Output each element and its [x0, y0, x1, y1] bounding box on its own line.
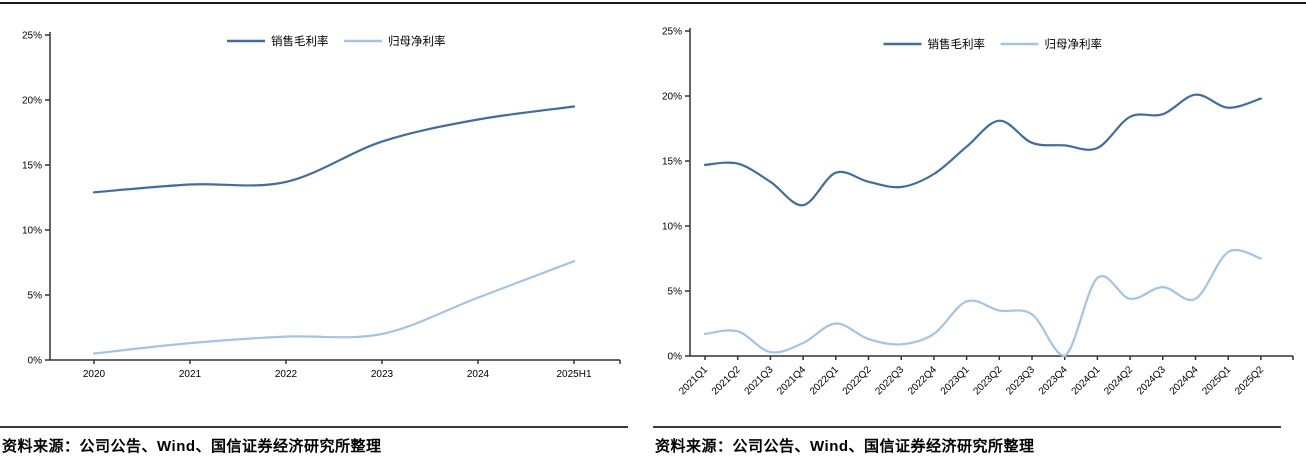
y-tick-label: 25% — [662, 27, 682, 38]
x-tick-label: 2023Q3 — [1004, 364, 1037, 397]
quarterly-margin-line-chart: 0% 5% 10% 15% 20% 25% 2021Q1 2021Q2 2021Q3 2021Q4… — [662, 27, 1294, 397]
x-tick-label: 2025Q2 — [1233, 364, 1266, 397]
y-tick-label: 0% — [668, 352, 683, 363]
top-border — [0, 2, 1306, 4]
x-tick-label: 2023Q1 — [939, 364, 972, 397]
x-tick-label: 2025H1 — [556, 369, 591, 380]
caption-divider — [653, 426, 1281, 428]
y-tick-label: 15% — [662, 157, 682, 168]
x-tick-label: 2022Q2 — [841, 364, 874, 397]
net-margin-line — [92, 260, 576, 355]
x-tick-label: 2022Q3 — [873, 364, 906, 397]
x-tick-label: 2024Q1 — [1070, 364, 1103, 397]
x-tick-label: 2024 — [467, 369, 490, 380]
x-tick-label: 2021 — [179, 369, 202, 380]
x-tick-label: 2024Q3 — [1135, 364, 1168, 397]
charts-row: 0% 5% 10% 15% 20% 25% 2020 2021 2022 2023 2024 2025… — [0, 4, 1306, 456]
x-tick-label: 2023Q2 — [971, 364, 1004, 397]
panel-quarterly-margins: 0% 5% 10% 15% 20% 25% 2021Q1 2021Q2 2021Q3 2021Q4… — [653, 4, 1306, 456]
y-tick-label: 5% — [28, 291, 43, 302]
y-tick-label: 25% — [22, 31, 42, 42]
x-tick-label: 2024Q2 — [1102, 364, 1135, 397]
legend-label-gross-margin: 销售毛利率 — [928, 37, 986, 51]
y-tick-label: 20% — [662, 92, 682, 103]
x-tick-label: 2022Q4 — [906, 364, 939, 397]
gross-margin-line — [703, 93, 1262, 207]
x-tick-label: 2021Q1 — [677, 364, 710, 397]
x-tick-label: 2024Q4 — [1168, 364, 1201, 397]
annual-margin-line-chart: 0% 5% 10% 15% 20% 25% 2020 2021 2022 2023 2024 2025… — [22, 31, 621, 380]
source-caption: 资料来源：公司公告、Wind、国信证券经济研究所整理 — [655, 438, 1035, 455]
x-tick-label: 2020 — [83, 369, 106, 380]
caption-divider — [0, 426, 628, 428]
x-tick-label: 2022 — [275, 369, 298, 380]
x-tick-label: 2021Q2 — [710, 364, 743, 397]
gross-margin-line — [92, 105, 576, 194]
y-tick-label: 5% — [668, 287, 683, 298]
y-tick-label: 20% — [22, 96, 42, 107]
x-tick-label: 2021Q4 — [775, 364, 808, 397]
source-caption: 资料来源：公司公告、Wind、国信证券经济研究所整理 — [2, 438, 382, 455]
y-tick-label: 10% — [22, 226, 42, 237]
x-tick-label: 2025Q1 — [1200, 364, 1233, 397]
panel-annual-margins: 0% 5% 10% 15% 20% 25% 2020 2021 2022 2023 2024 2025… — [0, 4, 653, 456]
y-tick-label: 0% — [28, 356, 43, 367]
x-tick-label: 2021Q3 — [743, 364, 776, 397]
y-tick-label: 15% — [22, 161, 42, 172]
y-tick-label: 10% — [662, 222, 682, 233]
legend-label-gross-margin: 销售毛利率 — [271, 34, 329, 48]
x-tick-label: 2022Q1 — [808, 364, 841, 397]
legend-label-net-margin: 归母净利率 — [388, 34, 446, 48]
net-margin-line — [703, 248, 1262, 358]
x-tick-label: 2023 — [371, 369, 394, 380]
legend-label-net-margin: 归母净利率 — [1045, 37, 1103, 51]
x-tick-label: 2023Q4 — [1037, 364, 1070, 397]
